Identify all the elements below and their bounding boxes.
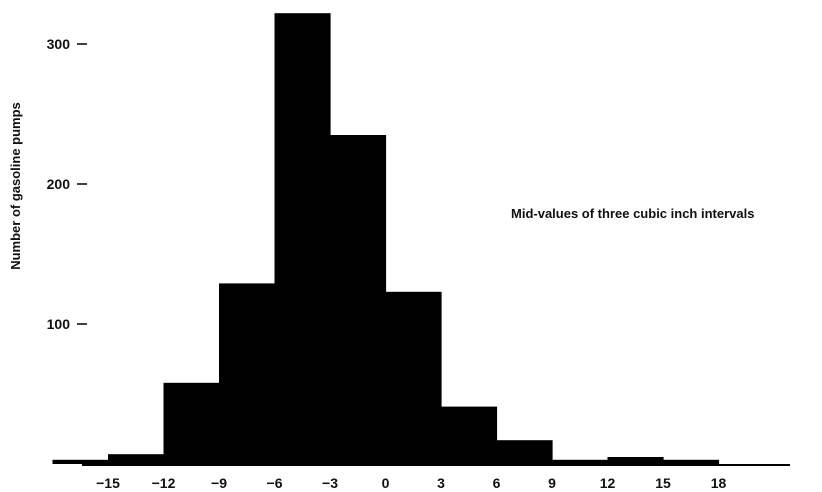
x-tick-label: −9 (211, 475, 227, 491)
histogram-bar-10 (607, 457, 664, 464)
interval-annotation: Mid-values of three cubic inch intervals (511, 206, 754, 221)
histogram-bar-4 (274, 13, 331, 464)
histogram-bar-5 (330, 135, 387, 464)
histogram-bar-6 (385, 291, 442, 464)
y-tick-label: 100 (47, 316, 71, 332)
x-tick-label: 3 (437, 475, 445, 491)
x-tick-label: 18 (711, 475, 727, 491)
y-tick-label: 200 (47, 176, 71, 192)
histogram-bar-7 (441, 406, 498, 464)
x-tick-label: 9 (548, 475, 556, 491)
x-tick-labels: −15 −12 −9 −6 −3 0 3 6 9 12 15 18 (96, 475, 726, 491)
y-ticks: 100 200 300 (47, 36, 87, 332)
x-tick-label: −12 (152, 475, 176, 491)
x-tick-label: −3 (322, 475, 338, 491)
x-tick-label: 0 (382, 475, 390, 491)
histogram-bar-9 (552, 459, 609, 464)
histogram-bar-1 (108, 454, 165, 464)
x-tick-label: −6 (267, 475, 283, 491)
histogram-bar-0 (52, 459, 109, 464)
histogram-bar-11 (663, 459, 720, 464)
x-tick-label: 12 (600, 475, 616, 491)
x-tick-label: 15 (655, 475, 671, 491)
x-tick-label: −15 (96, 475, 120, 491)
y-axis-label: Number of gasoline pumps (8, 102, 23, 270)
histogram-bar-2 (163, 382, 220, 464)
bars-layer (52, 13, 720, 464)
x-tick-label: 6 (493, 475, 501, 491)
histogram-bar-3 (219, 283, 276, 464)
y-tick-label: 300 (47, 36, 71, 52)
histogram-bar-8 (496, 440, 553, 464)
